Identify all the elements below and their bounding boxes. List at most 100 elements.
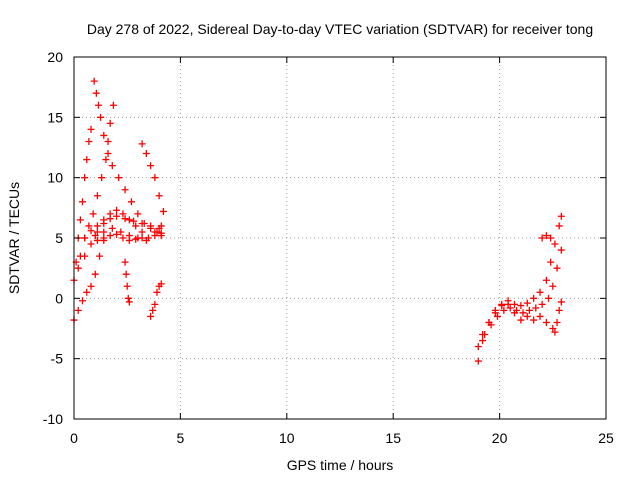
data-point	[117, 228, 125, 236]
data-point	[100, 131, 108, 139]
data-point	[157, 229, 165, 237]
data-point	[157, 280, 165, 288]
data-point	[106, 119, 114, 127]
data-point	[557, 212, 565, 220]
data-point	[474, 343, 482, 351]
data-point	[106, 232, 114, 240]
data-point	[123, 282, 131, 290]
data-point	[93, 236, 101, 244]
data-point	[74, 306, 82, 314]
axis-ticks: 0 5 10 15 20 25 -10 -5 0 5 10 15 20	[43, 49, 614, 446]
data-point	[555, 222, 563, 230]
data-point	[96, 252, 104, 260]
series-satellite-track-M	[474, 246, 565, 351]
data-point	[125, 298, 133, 306]
data-point	[91, 232, 99, 240]
data-point	[130, 217, 138, 225]
data-point	[109, 101, 117, 109]
data-point	[79, 297, 87, 305]
data-point	[536, 288, 544, 296]
data-point	[542, 318, 550, 326]
data-point	[504, 300, 512, 308]
x-tick-label: 20	[492, 430, 508, 446]
data-point	[151, 174, 159, 182]
data-point	[506, 304, 514, 312]
data-point	[106, 210, 114, 218]
data-point	[81, 234, 89, 242]
data-point	[142, 150, 150, 158]
data-point	[124, 294, 132, 302]
data-point	[557, 298, 565, 306]
grid	[74, 57, 606, 419]
data-point	[551, 328, 559, 336]
y-tick-label: 15	[47, 109, 63, 125]
data-point	[157, 222, 165, 230]
data-point	[542, 276, 550, 284]
data-point	[549, 282, 557, 290]
data-point	[523, 299, 531, 307]
data-point	[142, 236, 150, 244]
data-point	[159, 207, 167, 215]
data-point	[121, 258, 129, 266]
data-point	[81, 174, 89, 182]
data-point	[532, 304, 540, 312]
data-point	[119, 234, 127, 242]
y-axis-label: SDTVAR / TECUs	[6, 182, 22, 294]
data-point	[479, 337, 487, 345]
data-point	[76, 216, 84, 224]
data-point	[153, 288, 161, 296]
data-point	[538, 234, 546, 242]
y-tick-label: -10	[43, 411, 63, 427]
data-point	[92, 89, 100, 97]
data-point	[517, 316, 525, 324]
x-tick-label: 0	[70, 430, 78, 446]
data-point	[510, 309, 518, 317]
data-point	[85, 137, 93, 145]
data-point	[547, 258, 555, 266]
data-point	[93, 192, 101, 200]
data-point	[113, 206, 121, 214]
series-satellite-track-K	[147, 280, 165, 320]
data-point	[121, 186, 129, 194]
data-point	[100, 234, 108, 242]
data-point	[147, 222, 155, 230]
data-point	[547, 234, 555, 242]
data-point	[85, 222, 93, 230]
data-point	[93, 228, 101, 236]
data-point	[485, 318, 493, 326]
data-point	[134, 210, 142, 218]
data-point	[138, 234, 146, 242]
data-point	[127, 198, 135, 206]
data-point	[83, 288, 91, 296]
data-point	[102, 156, 110, 164]
data-point	[519, 309, 527, 317]
data-point	[549, 325, 557, 332]
data-point	[108, 224, 116, 232]
data-point	[525, 306, 533, 314]
x-tick-label: 10	[279, 430, 295, 446]
data-point	[147, 162, 155, 170]
series-satellite-track-G	[138, 140, 167, 215]
data-point	[132, 222, 140, 230]
data-point	[122, 270, 130, 278]
y-tick-label: 10	[47, 170, 63, 186]
data-point	[97, 113, 105, 121]
data-point	[74, 264, 82, 272]
data-point	[104, 150, 112, 158]
x-tick-label: 5	[177, 430, 185, 446]
data-point	[551, 240, 559, 248]
data-point	[500, 306, 508, 314]
data-point	[81, 252, 89, 260]
data-point	[87, 227, 95, 235]
data-point	[536, 312, 544, 320]
data-point	[138, 228, 146, 236]
data-point	[491, 309, 499, 317]
data-point	[87, 125, 95, 133]
data-point	[149, 306, 157, 314]
data-point	[542, 232, 550, 240]
y-tick-label: 0	[55, 290, 63, 306]
data-point	[79, 198, 87, 206]
data-point	[147, 312, 155, 320]
y-tick-label: -5	[51, 351, 64, 367]
